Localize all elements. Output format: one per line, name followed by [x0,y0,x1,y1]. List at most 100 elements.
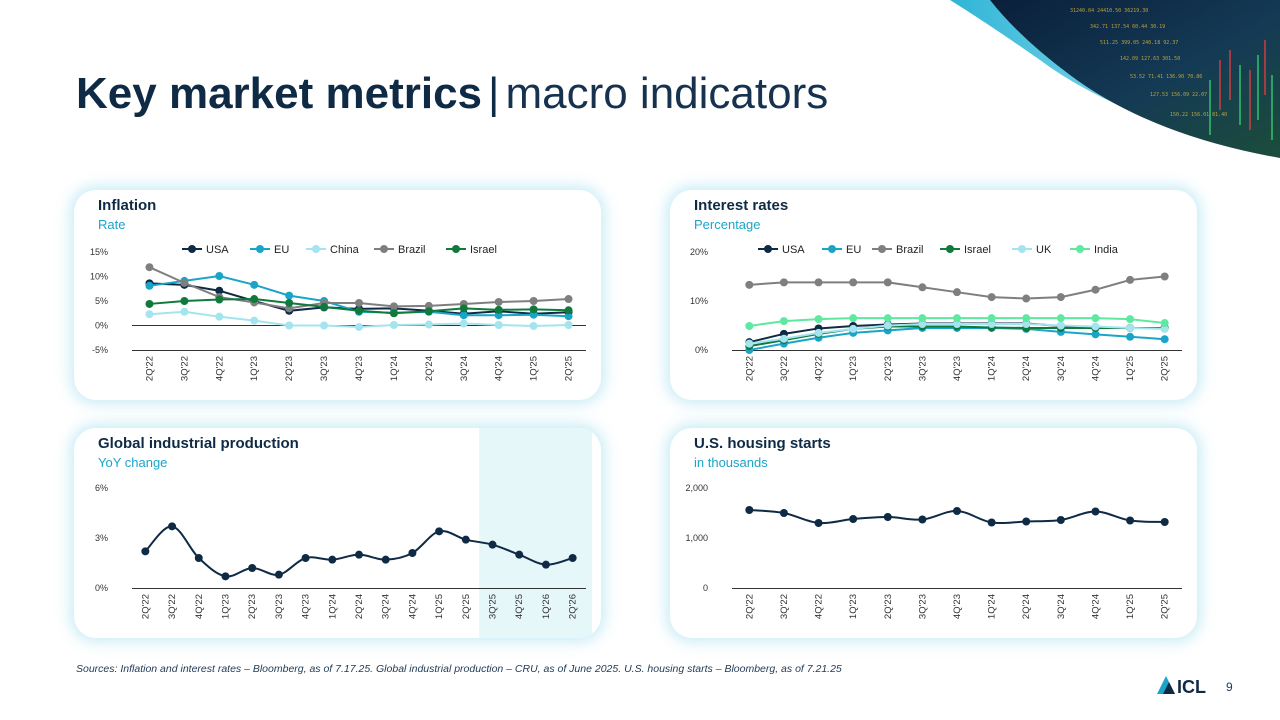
data-point [408,549,417,557]
data-point [355,322,363,331]
data-point [849,314,858,323]
data-point [953,288,961,297]
chart-title: Global industrial production [98,435,299,452]
data-point [987,518,996,527]
x-tick-label: 4Q'25 [514,594,525,619]
x-tick-label: 2Q'25 [564,356,575,381]
data-point [194,554,203,562]
x-tick-label: 2Q'23 [883,594,894,619]
y-tick-label: 0% [695,345,708,355]
data-point [745,321,754,330]
x-tick-label: 3Q'25 [488,594,499,619]
data-point [779,334,788,343]
y-tick-label: 20% [690,247,708,257]
x-tick-label: 2Q'25 [1160,594,1171,619]
data-point [1091,330,1100,339]
x-tick-label: 1Q'23 [848,594,859,619]
data-point [274,570,283,579]
y-tick-label: 0% [95,583,108,593]
data-point [745,280,754,289]
data-point [541,560,550,569]
data-point [389,321,398,330]
data-point [883,321,892,330]
x-tick-label: 2Q'24 [1021,594,1032,619]
data-point [1091,314,1100,323]
data-point [1126,315,1135,324]
x-tick-label: 4Q'23 [952,356,963,381]
legend-swatch-marker [380,245,388,253]
svg-text:511.25 399.05 240.18 92.37: 511.25 399.05 240.18 92.37 [1100,40,1178,46]
y-tick-label: 15% [90,247,108,257]
legend-swatch-marker [1076,245,1084,253]
legend-label: Israel [470,244,497,256]
data-point [328,555,337,564]
x-tick-label: 3Q'24 [459,356,470,381]
data-point [1126,275,1135,284]
data-point [250,280,259,289]
data-point [459,311,468,320]
data-point [564,321,573,330]
y-tick-label: 1,000 [685,533,708,543]
data-point [285,298,294,307]
slide-title: Key market metrics | macro indicators [76,64,828,124]
x-tick-label: 4Q'24 [1090,356,1101,381]
data-point [424,307,433,316]
legend-label: EU [274,244,289,256]
x-tick-label: 1Q'25 [434,594,445,619]
data-point [1160,518,1169,526]
inflation-chart-panel: Inflation Rate -5% 0% 5% 10% 15% 2Q'22 3Q'22 4Q… [74,190,601,400]
y-tick-label: 0 [703,583,708,593]
x-tick-label: 3Q'24 [1056,594,1067,619]
x-tick-label: 4Q'24 [494,356,505,381]
data-point [515,550,524,559]
data-point [1160,324,1169,333]
legend-swatch-marker [764,245,772,253]
x-tick-label: 3Q'23 [319,356,330,381]
data-point [1160,272,1169,281]
x-tick-label: 3Q'23 [917,356,928,381]
legend-swatch-marker [1018,245,1026,253]
chart-title: Inflation [98,197,157,214]
chart-title: U.S. housing starts [694,435,831,452]
y-tick-label: -5% [92,345,108,355]
y-tick-label: 5% [95,296,108,306]
logo-text: ICL [1177,677,1206,697]
legend-label: China [330,244,360,256]
data-point [1056,314,1065,323]
svg-text:127.53 156.09 22.07: 127.53 156.09 22.07 [1150,92,1207,98]
data-point [987,320,996,329]
title-light: macro indicators [505,69,829,118]
data-point [461,535,470,544]
x-tick-label: 1Q'25 [1125,356,1136,381]
data-point [180,307,189,316]
data-point [918,320,927,329]
legend-swatch-marker [828,245,836,253]
y-tick-label: 6% [95,483,108,493]
x-tick-label: 2Q'23 [883,356,894,381]
x-tick-label: 3Q'23 [917,594,928,619]
data-point [494,297,503,306]
legend-label: USA [206,244,229,256]
chart-title: Interest rates [694,197,789,214]
x-tick-label: 2Q'25 [1160,356,1171,381]
forecast-highlight [479,428,592,638]
chart-subtitle: Rate [98,217,126,232]
x-tick-label: 2Q'24 [1021,356,1032,381]
title-separator: | [488,69,500,118]
data-point [814,315,823,324]
x-tick-label: 2Q'22 [140,594,151,619]
financial-ticker-image: 31240.04 24410.50 36219.30 342.71 137.54… [950,0,1280,158]
data-point [1022,294,1031,303]
y-tick-label: 3% [95,533,108,543]
data-point [424,320,433,329]
chart-subtitle: YoY change [98,455,168,470]
data-point [180,278,189,287]
x-tick-label: 4Q'24 [407,594,418,619]
interest-rates-chart: 0% 10% 20% 2Q'22 3Q'22 4Q'22 1Q'23 2Q'23 3Q'23 4Q… [690,244,1182,381]
legend-label: UK [1036,244,1052,256]
data-point [301,554,310,562]
data-point [1091,322,1100,331]
x-tick-label: 2Q'23 [247,594,258,619]
x-tick-label: 1Q'23 [220,594,231,619]
legend-swatch-marker [878,245,886,253]
